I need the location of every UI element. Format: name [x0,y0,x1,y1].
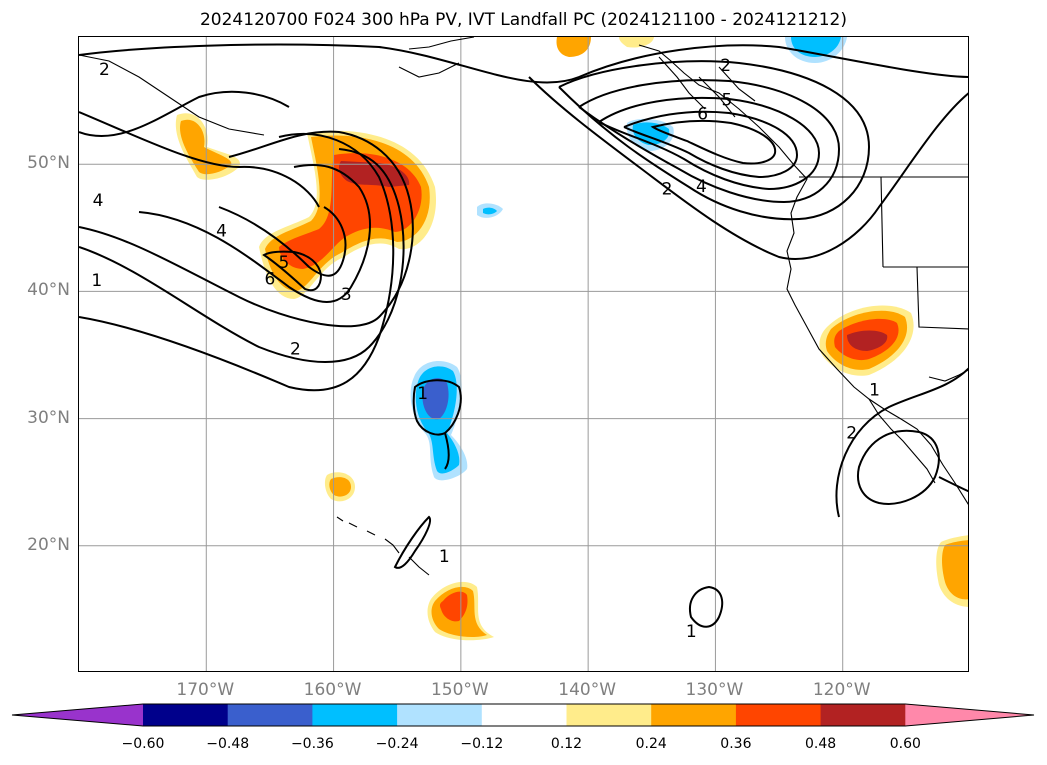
colorbar-segment [397,704,483,726]
pv-contour [218,206,347,277]
lon-tick-label: 130°W [685,680,744,700]
aleutian-islands [79,54,460,136]
gulf-coast [928,369,968,382]
pv-contour [393,515,431,569]
pv-contour [79,43,968,84]
colorbar-tick-label: 0.60 [889,736,921,752]
colorbar-tick-label: −0.60 [121,736,165,752]
pv-contour [650,119,777,165]
contour-label: 2 [846,424,857,444]
positive-anomaly-shade [180,119,232,175]
colorbar-segment [481,704,567,726]
colorbar-segments [11,703,1035,727]
colorbar-tick-label: 0.48 [805,736,837,752]
pv-contour [689,585,724,628]
contour-label: 4 [216,221,227,241]
lon-tick-label: 170°W [176,680,235,700]
pv-contours [79,43,968,628]
colorbar-tick-label: 0.12 [550,736,583,752]
negative-anomaly-shade [422,378,449,420]
contour-label: 2 [662,179,673,199]
lat-tick-label: 50°N [27,153,70,174]
pv-contour [79,111,320,208]
contour-label: 5 [279,253,290,273]
contour-label: 1 [439,547,450,567]
map-title: 2024120700 F024 300 hPa PV, IVT Landfall… [199,10,847,30]
pv-contour [79,133,395,392]
pv-contour [79,148,405,363]
pv-contour [938,476,968,493]
positive-anomaly-shade [556,37,591,57]
pv-contour [138,163,371,303]
colorbar [11,703,1035,727]
colorbar-tick-label: −0.36 [290,736,334,752]
colorbar-segment [820,704,906,726]
positive-anomaly-shade [847,330,888,351]
positive-anomaly-shade [329,477,351,497]
contour-label: 1 [686,622,697,642]
contour-label: 2 [720,56,731,76]
pv-contour [558,60,871,221]
colorbar-segment [566,704,652,726]
baja-coast [868,398,936,484]
pv-contour [578,79,841,204]
colorbar-segment [651,704,737,726]
colorbar-segment [227,704,313,726]
alaska-peninsula [408,37,475,50]
colorbar-tick-label: 0.36 [720,736,752,752]
pv-contour [262,250,323,292]
colorbar-extend-low [12,704,143,726]
colorbar-tick-label: −0.12 [460,736,504,752]
north-america-coast [638,44,968,505]
contour-label: 1 [91,271,102,291]
colorbar-outline [11,703,1035,727]
lon-tick-label: 120°W [812,680,871,700]
lat-tick-label: 40°N [27,280,70,301]
colorbar-tick-label: −0.24 [375,736,419,752]
contour-label: 4 [696,177,707,197]
contour-label: 3 [341,285,352,305]
colorbar-tick-label: −0.48 [206,736,250,752]
contour-label: 6 [265,270,276,290]
contour-label: 6 [697,104,708,124]
positive-anomaly-shade [942,540,968,600]
contour-label: 1 [869,380,880,400]
panhandle-islands [658,56,756,118]
negative-anomaly-shade [483,207,497,215]
positive-anomaly-shade [619,37,654,48]
pv-contour [528,76,968,260]
pv-contour [412,379,462,470]
hawaii-islands [336,516,430,576]
contour-label: 2 [99,60,110,80]
colorbar-segment [312,704,398,726]
pv-contour [598,96,821,191]
lon-tick-label: 160°W [303,680,362,700]
contour-label: 5 [721,90,732,110]
pv-contour [623,110,799,179]
state-borders [880,176,968,330]
contour-label: 2 [290,340,301,360]
lat-tick-label: 30°N [27,407,70,428]
colorbar-extend-high [905,704,1034,726]
lon-tick-label: 140°W [558,680,617,700]
contour-label: 1 [417,384,428,404]
pv-contour [835,367,968,518]
colorbar-tick-label: 0.24 [635,736,667,752]
lat-tick-label: 20°N [27,534,70,555]
positive-anomaly-shade [339,161,410,187]
pv-contour [857,429,940,505]
lon-tick-label: 150°W [430,680,489,700]
colorbar-segment [143,704,229,726]
colorbar-segment [735,704,822,726]
coastlines [79,37,968,576]
contour-label: 4 [93,191,104,211]
